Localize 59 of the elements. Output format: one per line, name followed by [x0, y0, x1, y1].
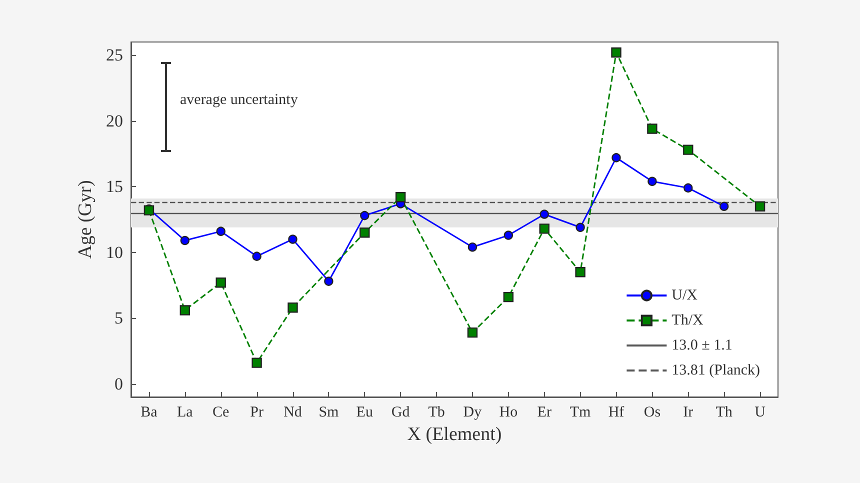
x-tick-label: Os: [644, 404, 661, 420]
point: [180, 305, 190, 316]
y-tick-label: 25: [106, 46, 123, 65]
y-tick-label: 0: [114, 374, 123, 394]
point: [684, 183, 693, 193]
x-tick-label: Ba: [140, 404, 158, 420]
y-tick-label: 20: [106, 111, 123, 130]
x-tick-label: U: [754, 404, 766, 420]
x-tick-label: Th: [716, 404, 733, 420]
point: [611, 47, 622, 58]
x-tick-label: Nd: [284, 404, 302, 420]
point: [360, 228, 370, 238]
point: [503, 292, 514, 302]
point: [467, 327, 478, 338]
point: [540, 210, 549, 219]
point: [180, 236, 190, 246]
legend-label: U/X: [672, 288, 698, 304]
x-axis-title: X (Element): [407, 424, 502, 445]
y-tick-label: 10: [106, 242, 123, 262]
point: [252, 252, 262, 261]
point: [468, 242, 478, 252]
point: [539, 224, 550, 234]
x-tick-label: Ho: [499, 404, 518, 420]
y-axis-title: Age (Gyr): [75, 180, 96, 259]
point: [648, 176, 657, 186]
annotation: average uncertainty: [180, 92, 298, 109]
point: [576, 222, 585, 232]
x-tick-label: Ce: [212, 404, 230, 420]
point: [504, 230, 514, 240]
y-tick-label: 5: [114, 308, 123, 328]
x-tick-label: Pr: [250, 404, 264, 420]
x-tick-label: La: [177, 404, 194, 420]
x-tick-label: Hf: [608, 404, 624, 420]
x-tick-label: Eu: [356, 404, 374, 420]
point: [324, 276, 334, 286]
legend-label: 13.0 ± 1.1: [672, 338, 732, 354]
point: [288, 234, 298, 244]
point: [216, 278, 226, 288]
x-tick-label: Gd: [391, 404, 410, 420]
legend-label: 13.81 (Planck): [672, 362, 760, 378]
point: [575, 266, 586, 278]
x-tick-label: Tb: [428, 404, 445, 420]
point: [252, 358, 262, 368]
point: [754, 201, 766, 212]
x-tick-label: Ir: [683, 404, 694, 420]
point: [647, 124, 658, 134]
x-tick-label: Er: [537, 404, 552, 420]
point: [216, 226, 226, 236]
legend-label: Th/X: [672, 312, 704, 328]
y-tick-label: 15: [106, 177, 123, 196]
point: [612, 153, 621, 162]
point: [395, 192, 406, 202]
point: [288, 302, 298, 313]
point: [719, 202, 729, 211]
point: [683, 144, 694, 155]
x-tick-label: Tm: [570, 404, 592, 420]
point: [360, 210, 370, 220]
x-tick-label: Sm: [318, 404, 340, 420]
x-tick-label: Dy: [463, 404, 482, 420]
